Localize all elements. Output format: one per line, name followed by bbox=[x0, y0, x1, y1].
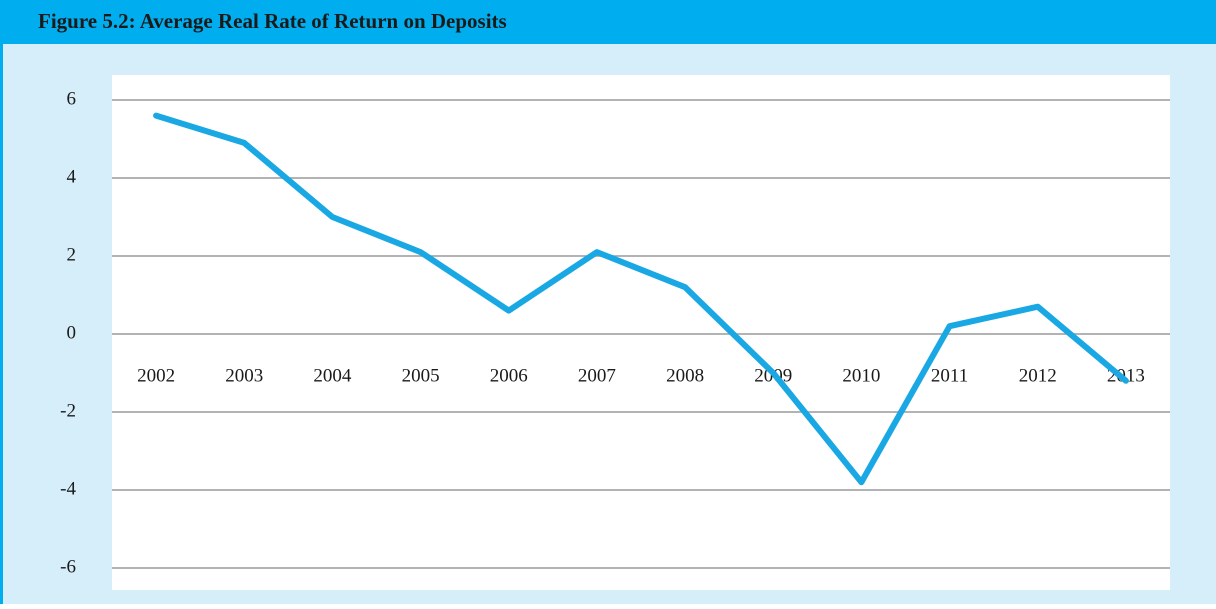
y-tick-label: -2 bbox=[60, 400, 76, 421]
data-line bbox=[153, 112, 1129, 486]
x-tick-label: 2004 bbox=[313, 365, 352, 386]
y-tick-label: 4 bbox=[67, 166, 77, 187]
panel-border bbox=[0, 0, 3, 604]
x-tick-label: 2011 bbox=[931, 365, 968, 386]
chart-title: Figure 5.2: Average Real Rate of Return … bbox=[38, 9, 507, 33]
plot-area bbox=[112, 75, 1170, 590]
y-tick-label: -6 bbox=[60, 556, 76, 577]
x-tick-label: 2010 bbox=[842, 365, 880, 386]
y-tick-label: 2 bbox=[67, 244, 77, 265]
x-tick-label: 2012 bbox=[1019, 365, 1057, 386]
x-tick-label: 2007 bbox=[578, 365, 616, 386]
x-tick-label: 2002 bbox=[137, 365, 175, 386]
x-tick-label: 2005 bbox=[402, 365, 440, 386]
y-tick-label: 6 bbox=[67, 88, 77, 109]
y-tick-label: 0 bbox=[67, 322, 77, 343]
y-tick-label: -4 bbox=[60, 478, 76, 499]
header-bar bbox=[0, 0, 1216, 44]
x-tick-label: 2003 bbox=[225, 365, 263, 386]
x-tick-label: 2006 bbox=[490, 365, 528, 386]
x-tick-label: 2008 bbox=[666, 365, 704, 386]
